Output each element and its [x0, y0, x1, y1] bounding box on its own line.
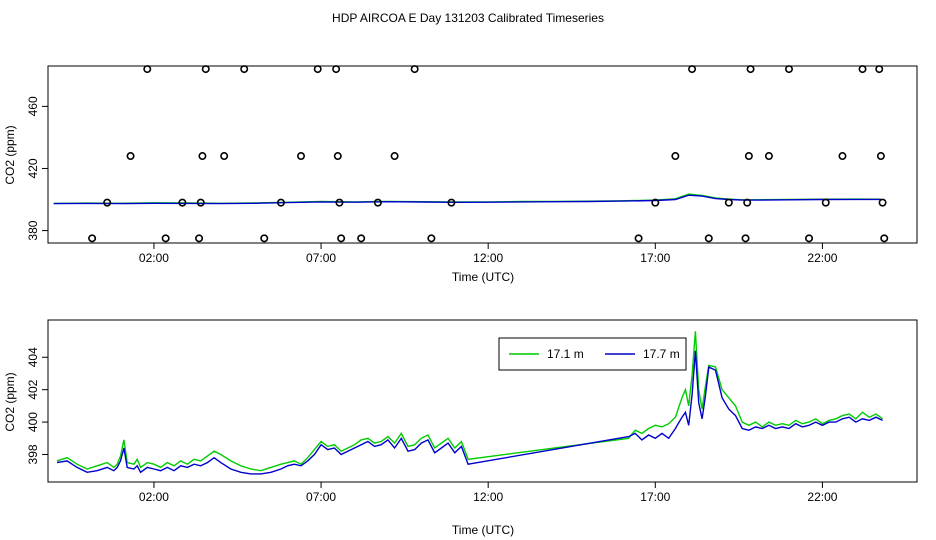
data-point	[201, 65, 210, 74]
data-point	[875, 65, 884, 74]
data-point	[704, 234, 713, 243]
data-point	[447, 198, 456, 207]
data-point	[858, 65, 867, 74]
data-point	[764, 152, 773, 161]
legend-label: 17.7 m	[643, 347, 680, 361]
data-point	[688, 65, 697, 74]
bottom-plot-frame	[47, 319, 918, 483]
data-point	[651, 198, 660, 207]
data-point	[313, 65, 322, 74]
data-point	[103, 198, 112, 207]
data-point	[333, 152, 342, 161]
top-panel: Time (UTC) CO2 (ppm) 02:00 07:00 12:00 17:0…	[3, 65, 918, 284]
data-point	[876, 152, 885, 161]
data-point	[427, 234, 436, 243]
data-point	[744, 152, 753, 161]
data-point	[634, 234, 643, 243]
data-point	[126, 152, 135, 161]
figure-title: HDP AIRCOA E Day 131203 Calibrated Times…	[332, 11, 604, 25]
data-point	[671, 152, 680, 161]
y-tick-label: 380	[26, 220, 40, 240]
y-tick-label: 404	[26, 347, 40, 367]
y-tick-label: 402	[26, 379, 40, 399]
y-tick-label: 398	[26, 444, 40, 464]
data-point	[741, 234, 750, 243]
data-point	[357, 234, 366, 243]
series-line-1	[56, 350, 883, 475]
top-ylabel: CO2 (ppm)	[3, 125, 17, 184]
x-tick-label: 17:00	[640, 251, 670, 265]
y-tick-label: 420	[26, 158, 40, 178]
data-point	[878, 198, 887, 207]
x-tick-label: 12:00	[473, 251, 503, 265]
data-point	[198, 152, 207, 161]
data-point	[821, 198, 830, 207]
x-tick-label: 02:00	[139, 251, 169, 265]
x-tick-label: 17:00	[640, 490, 670, 504]
legend-label: 17.1 m	[547, 347, 584, 361]
bottom-ylabel: CO2 (ppm)	[3, 372, 17, 431]
data-point	[784, 65, 793, 74]
x-tick-label: 07:00	[306, 251, 336, 265]
x-tick-label: 22:00	[807, 490, 837, 504]
top-plot-frame	[47, 65, 918, 244]
data-point	[373, 198, 382, 207]
data-point	[410, 65, 419, 74]
data-point	[746, 65, 755, 74]
data-point	[143, 65, 152, 74]
data-point	[260, 234, 269, 243]
data-point	[335, 198, 344, 207]
data-point	[390, 152, 399, 161]
x-tick-label: 12:00	[473, 490, 503, 504]
data-point	[838, 152, 847, 161]
data-point	[724, 198, 733, 207]
bottom-xlabel: Time (UTC)	[452, 523, 514, 537]
data-point	[196, 198, 205, 207]
data-point	[743, 198, 752, 207]
data-point	[178, 198, 187, 207]
data-point	[276, 198, 285, 207]
data-point	[161, 234, 170, 243]
data-point	[195, 234, 204, 243]
data-point	[240, 65, 249, 74]
y-tick-label: 400	[26, 412, 40, 432]
data-point	[805, 234, 814, 243]
series-line-0	[56, 331, 884, 472]
data-point	[220, 152, 229, 161]
data-point	[332, 65, 341, 74]
x-tick-label: 22:00	[807, 251, 837, 265]
top-xlabel: Time (UTC)	[452, 270, 514, 284]
y-tick-label: 460	[26, 96, 40, 116]
x-tick-label: 02:00	[139, 490, 169, 504]
data-point	[297, 152, 306, 161]
x-tick-label: 07:00	[306, 490, 336, 504]
data-point	[337, 234, 346, 243]
data-point	[88, 234, 97, 243]
data-point	[880, 234, 889, 243]
bottom-panel: Time (UTC) CO2 (ppm) 02:00 07:00 12:00 17:0…	[3, 319, 918, 537]
